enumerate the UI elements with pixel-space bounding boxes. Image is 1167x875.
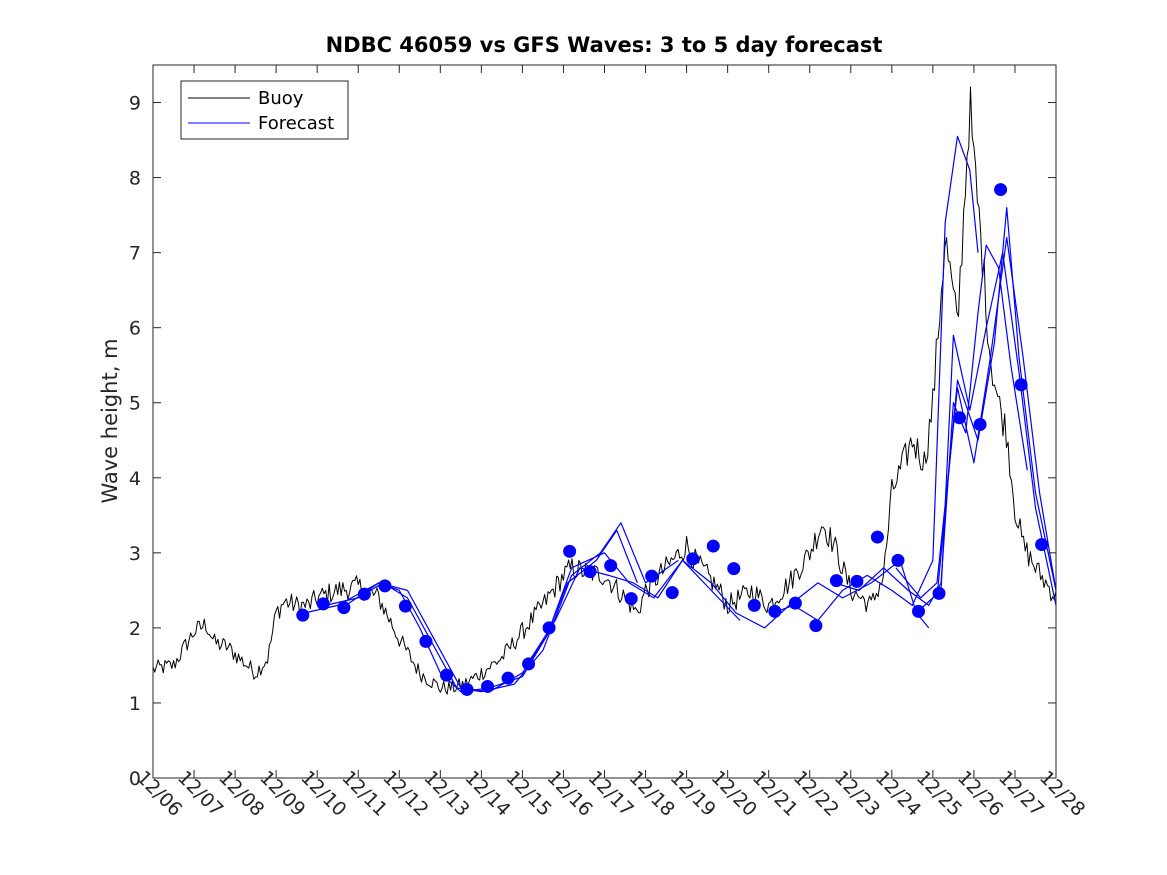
forecast-dot	[522, 657, 536, 671]
chart-title: NDBC 46059 vs GFS Waves: 3 to 5 day fore…	[326, 33, 883, 57]
forecast-dot	[932, 586, 946, 600]
forecast-dot	[870, 530, 884, 544]
forecast-dot	[953, 411, 967, 425]
buoy-line	[152, 86, 1057, 695]
forecast-dot	[316, 597, 330, 611]
forecast-dot	[645, 569, 659, 583]
y-tick-label: 8	[129, 168, 141, 190]
forecast-dot	[419, 634, 433, 648]
legend-buoy-label: Buoy	[258, 88, 304, 109]
y-axis: 0 1 2 3 4 5 6 7 8 9	[129, 93, 1056, 790]
forecast-dot	[912, 604, 925, 618]
y-tick-label: 0	[129, 768, 141, 790]
forecast-dot	[501, 671, 515, 685]
forecast-dot	[809, 619, 823, 633]
legend: Buoy Forecast	[180, 80, 349, 140]
plot-background	[153, 65, 1056, 778]
forecast-dot	[973, 418, 987, 431]
forecast-dot	[768, 604, 782, 618]
y-tick-label: 1	[129, 693, 141, 715]
forecast-dot	[398, 599, 412, 613]
forecast-dot	[296, 608, 310, 622]
forecast-dot	[624, 592, 638, 606]
forecast-dot	[583, 565, 597, 579]
forecast-dot	[829, 574, 843, 588]
forecast-dot	[563, 544, 577, 558]
y-tick-label: 2	[129, 618, 141, 640]
forecast-dot	[994, 183, 1008, 197]
forecast-dot	[542, 621, 556, 635]
forecast-line-6	[834, 244, 1028, 606]
forecast-line-7	[895, 237, 1057, 599]
forecast-dot	[460, 682, 474, 696]
forecast-dot	[686, 552, 700, 566]
forecast-dot	[1035, 538, 1049, 552]
forecast-dot	[481, 679, 495, 693]
forecast-dot	[891, 553, 905, 567]
forecast-dot	[1014, 378, 1028, 392]
forecast-dot	[337, 601, 351, 615]
y-tick-label: 9	[129, 93, 141, 115]
forecast-dot	[706, 539, 720, 553]
forecast-dot	[850, 574, 864, 588]
legend-forecast-label: Forecast	[258, 113, 334, 134]
y-tick-label: 3	[129, 543, 141, 565]
forecast-line-4	[526, 559, 930, 666]
forecast-dot	[357, 587, 371, 601]
forecast-dot	[439, 668, 453, 682]
forecast-dot	[665, 586, 679, 600]
forecast-line-9	[936, 207, 1057, 598]
y-axis-label: Wave height, m	[98, 338, 122, 503]
plot-area	[153, 65, 1056, 778]
forecast-line-5	[772, 135, 979, 621]
forecast-line-3	[345, 552, 741, 693]
forecast-dots	[296, 183, 1049, 696]
forecast-dot	[727, 562, 741, 576]
forecast-dot	[604, 559, 618, 573]
forecast-dot	[788, 596, 802, 610]
y-tick-label: 5	[129, 393, 141, 415]
forecast-dot	[747, 598, 761, 612]
forecast-dot	[378, 579, 392, 593]
y-tick-label: 7	[129, 243, 141, 265]
legend-box	[180, 80, 349, 140]
buoy-series	[152, 86, 1057, 695]
y-tick-label: 6	[129, 318, 141, 340]
y-tick-label: 4	[129, 468, 141, 490]
